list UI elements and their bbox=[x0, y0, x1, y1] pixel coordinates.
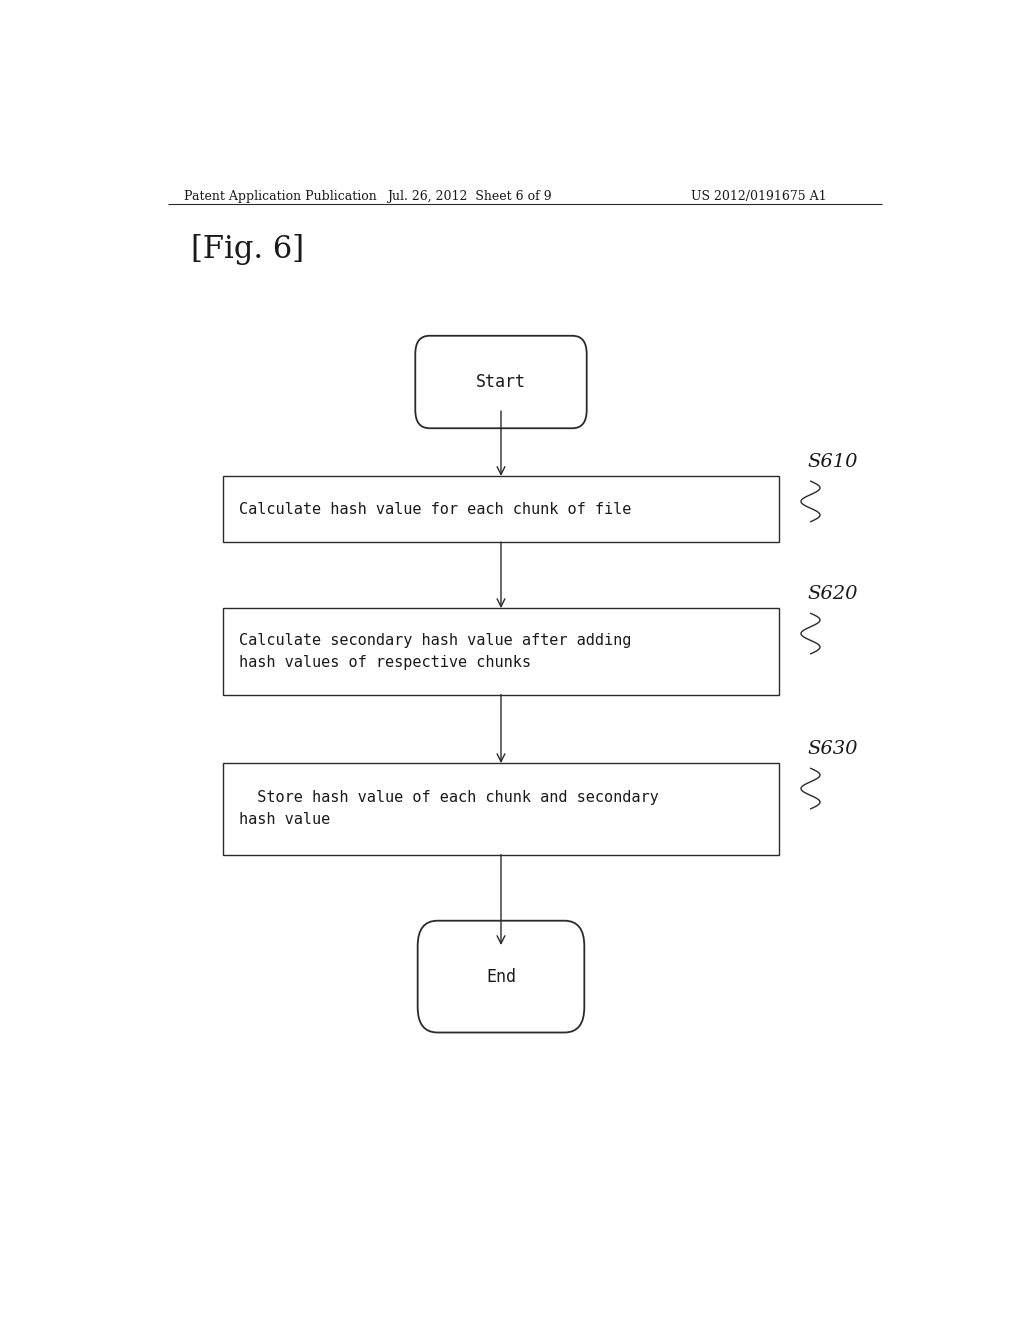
FancyBboxPatch shape bbox=[416, 335, 587, 428]
Text: End: End bbox=[486, 968, 516, 986]
Text: Calculate hash value for each chunk of file: Calculate hash value for each chunk of f… bbox=[239, 502, 632, 516]
Text: US 2012/0191675 A1: US 2012/0191675 A1 bbox=[691, 190, 826, 202]
FancyBboxPatch shape bbox=[223, 477, 778, 543]
Text: Jul. 26, 2012  Sheet 6 of 9: Jul. 26, 2012 Sheet 6 of 9 bbox=[387, 190, 552, 202]
Text: [Fig. 6]: [Fig. 6] bbox=[191, 235, 304, 265]
FancyBboxPatch shape bbox=[418, 921, 585, 1032]
FancyBboxPatch shape bbox=[223, 609, 778, 694]
FancyBboxPatch shape bbox=[223, 763, 778, 854]
Text: Start: Start bbox=[476, 374, 526, 391]
Text: Calculate secondary hash value after adding
hash values of respective chunks: Calculate secondary hash value after add… bbox=[239, 632, 632, 671]
Text: Store hash value of each chunk and secondary
hash value: Store hash value of each chunk and secon… bbox=[239, 791, 658, 828]
Text: S620: S620 bbox=[808, 585, 858, 603]
Text: Patent Application Publication: Patent Application Publication bbox=[183, 190, 376, 202]
Text: S610: S610 bbox=[808, 453, 858, 471]
Text: S630: S630 bbox=[808, 741, 858, 758]
